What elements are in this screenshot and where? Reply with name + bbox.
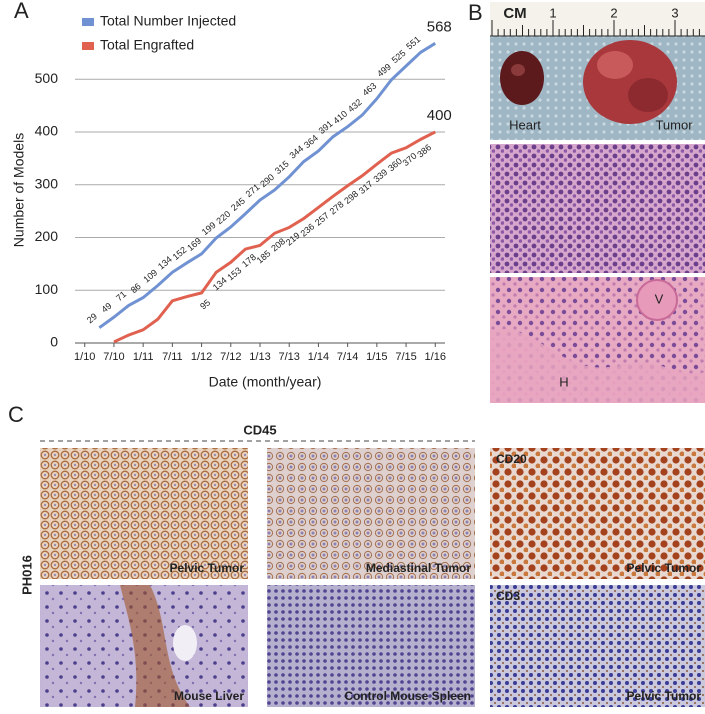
- tile-caption: Pelvic Tumor: [627, 689, 702, 703]
- x-tick-label: 7/13: [278, 351, 299, 363]
- marker-label: CD3: [496, 589, 520, 603]
- data-label: 199: [200, 220, 218, 237]
- data-label: 290: [258, 172, 276, 189]
- data-label: 364: [302, 133, 320, 150]
- x-tick-label: 7/10: [103, 351, 124, 363]
- data-label: 298: [342, 189, 360, 206]
- data-label: 568: [427, 18, 452, 35]
- ihc-image: [267, 448, 475, 579]
- photo: CM 1 2 3 Heart Tumor: [490, 2, 705, 140]
- tile-caption: Mediastinal Tumor: [366, 561, 471, 575]
- row-label: PH016: [19, 555, 34, 595]
- ruler-tick: 2: [610, 5, 617, 20]
- data-label: 71: [114, 289, 128, 303]
- data-label: 315: [273, 159, 291, 176]
- panel-label: C: [8, 402, 24, 427]
- data-label: 49: [99, 301, 113, 315]
- data-label: 386: [415, 142, 433, 159]
- histology-label: V: [655, 291, 664, 306]
- data-label: 525: [390, 48, 408, 65]
- legend-label: Total Number Injected: [100, 13, 236, 29]
- data-label: 317: [357, 179, 375, 196]
- x-tick-label: 1/14: [308, 351, 329, 363]
- data-label: 153: [225, 265, 243, 282]
- legend-label: Total Engrafted: [100, 37, 194, 53]
- series-line: [98, 42, 437, 329]
- x-tick-label: 1/11: [133, 351, 154, 363]
- y-tick-label: 200: [35, 228, 59, 244]
- data-label: 220: [214, 209, 232, 226]
- data-label: 339: [371, 167, 389, 184]
- x-tick-label: 7/11: [162, 351, 183, 363]
- histology-label: H: [559, 374, 568, 389]
- series-line: [113, 130, 436, 344]
- data-label: 245: [229, 196, 247, 213]
- x-tick-label: 1/16: [425, 351, 446, 363]
- data-label: 551: [404, 34, 422, 51]
- data-label: 391: [317, 119, 335, 136]
- x-tick-label: 1/12: [191, 351, 212, 363]
- legend-swatch: [82, 42, 94, 50]
- x-tick-label: 7/15: [395, 351, 416, 363]
- data-label: 410: [331, 109, 349, 126]
- histology-image: V H: [490, 277, 705, 403]
- x-tick-label: 1/10: [74, 351, 95, 363]
- data-label: 109: [141, 267, 159, 284]
- ruler-tick: 3: [671, 5, 678, 20]
- data-label: 499: [375, 62, 393, 79]
- marker-label: CD20: [496, 452, 527, 466]
- histology-image: [490, 144, 705, 273]
- tile-caption: Pelvic Tumor: [170, 561, 245, 575]
- legend-swatch: [82, 18, 94, 26]
- data-label: 178: [240, 252, 258, 269]
- panel-label: A: [14, 0, 29, 23]
- x-axis-label: Date (month/year): [209, 374, 322, 390]
- tile-caption: Mouse Liver: [174, 689, 244, 703]
- group-label: CD45: [243, 422, 276, 437]
- x-tick-label: 1/15: [366, 351, 387, 363]
- y-tick-label: 400: [35, 123, 59, 139]
- data-label: 86: [129, 281, 143, 295]
- data-label: 169: [185, 236, 203, 253]
- ihc-image: [120, 585, 190, 707]
- y-tick-label: 300: [35, 175, 59, 191]
- data-label: 432: [346, 97, 364, 114]
- data-label: 236: [298, 221, 316, 238]
- ihc-image: [267, 585, 475, 707]
- photo-label: Heart: [509, 117, 541, 132]
- ihc-image: [490, 585, 705, 707]
- data-label: 134: [156, 254, 174, 271]
- data-label: 257: [313, 210, 331, 227]
- data-label: 278: [328, 199, 346, 216]
- panel-label: B: [468, 0, 483, 25]
- y-tick-label: 0: [50, 334, 58, 350]
- ihc-image: [490, 448, 705, 579]
- tile-caption: Control Mouse Spleen: [344, 689, 471, 703]
- data-label: 463: [360, 81, 378, 98]
- photo-label: Tumor: [655, 117, 693, 132]
- data-label: 185: [255, 248, 273, 265]
- x-tick-label: 7/14: [337, 351, 358, 363]
- y-tick-label: 500: [35, 70, 59, 86]
- x-tick-label: 7/12: [220, 351, 241, 363]
- ruler-tick: 1: [549, 5, 556, 20]
- y-axis-label: Number of Models: [11, 133, 27, 247]
- line-chart: 0 100 200 300 400 500 1/10 7/10 1/11 7/11 1/12 7/12…: [35, 13, 452, 363]
- data-label: 29: [85, 311, 99, 325]
- ruler-unit: CM: [503, 5, 526, 22]
- data-label: 344: [287, 143, 305, 160]
- ihc-image: [173, 625, 197, 661]
- data-label: 95: [198, 297, 212, 311]
- data-label: 400: [427, 107, 452, 124]
- y-tick-label: 100: [35, 281, 59, 297]
- ihc-image: [40, 448, 248, 579]
- tile-caption: Pelvic Tumor: [627, 561, 702, 575]
- x-tick-label: 1/13: [249, 351, 270, 363]
